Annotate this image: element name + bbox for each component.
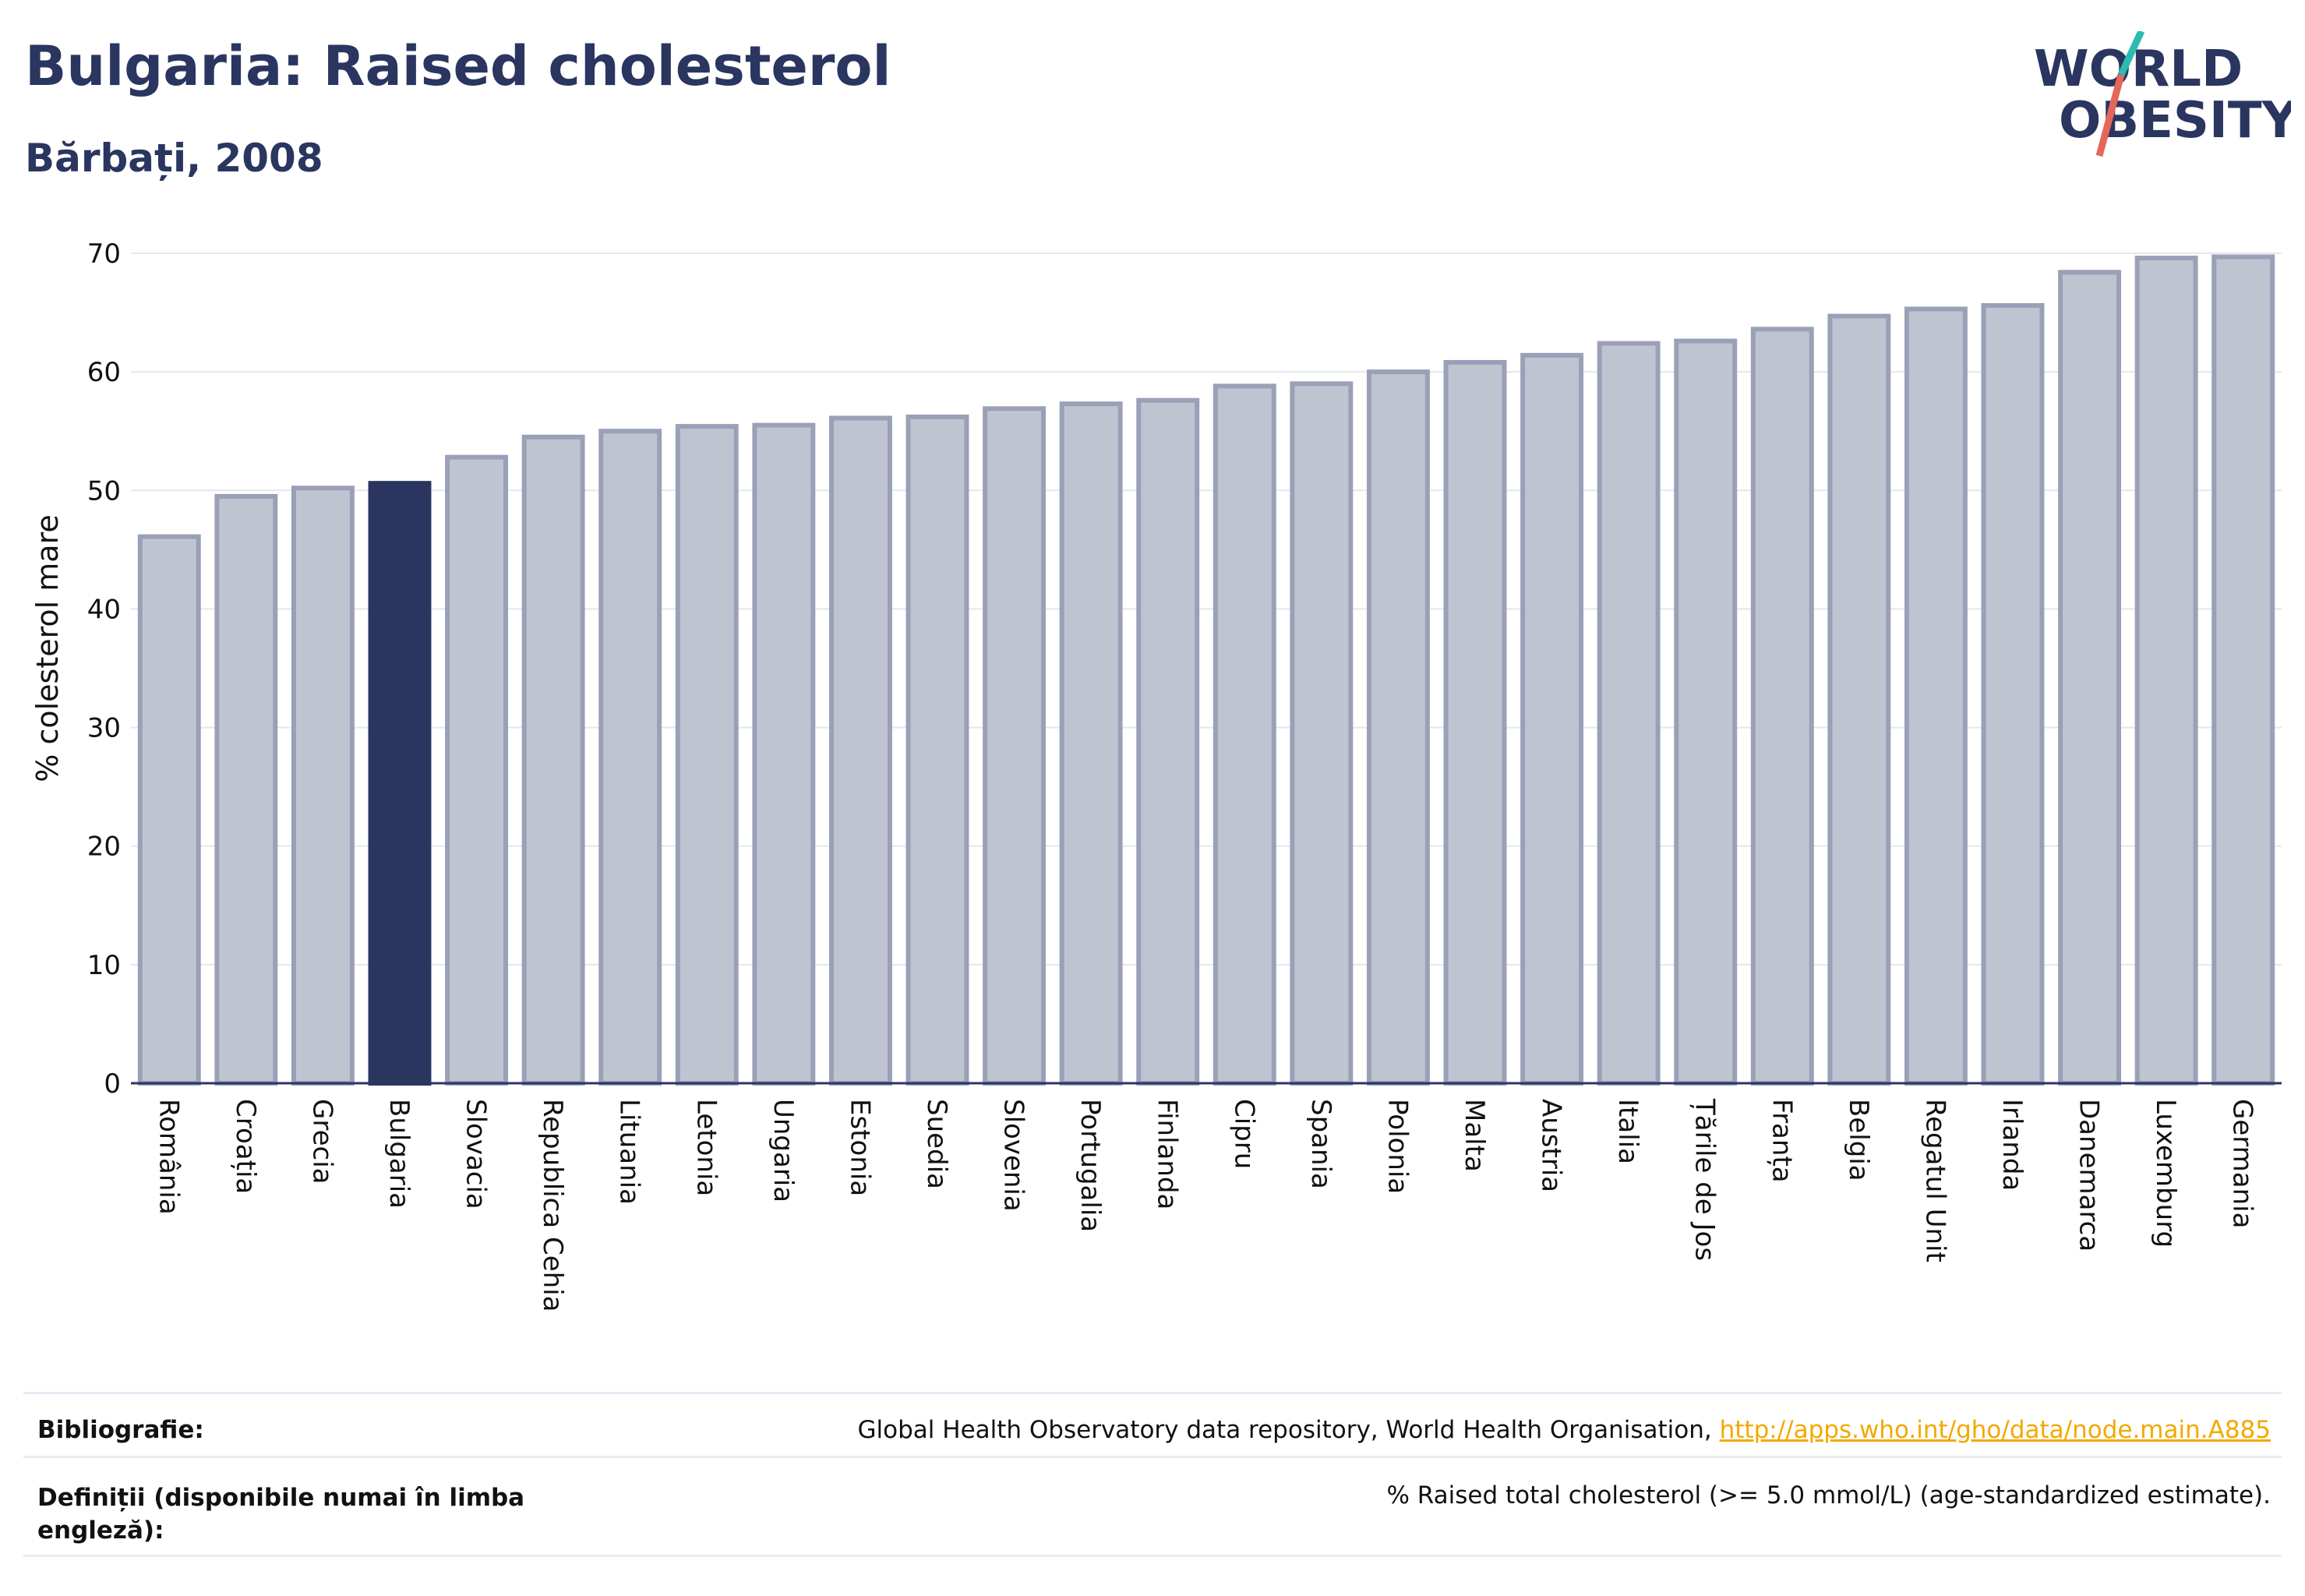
bar-republica-cehia: [521, 434, 585, 1086]
x-tick-label: Grecia: [306, 1099, 337, 1184]
y-tick-label: 10: [87, 950, 121, 981]
bar-slovacia: [445, 454, 509, 1086]
x-tick-label: Slovenia: [998, 1099, 1029, 1212]
definitions-value: % Raised total cholesterol (>= 5.0 mmol/…: [1386, 1481, 2271, 1509]
definitions-label: Definiții (disponibile numai în limba en…: [37, 1484, 525, 1545]
x-tick-label: Regatul Unit: [1919, 1099, 1950, 1262]
y-tick-label: 20: [87, 832, 121, 863]
x-tick-label: Austria: [1536, 1099, 1567, 1192]
x-tick-label: Belgia: [1843, 1099, 1874, 1181]
x-tick-label: Malta: [1459, 1099, 1490, 1172]
bar-luxemburg: [2134, 256, 2198, 1086]
bibliography-link[interactable]: http://apps.who.int/gho/data/node.main.A…: [1719, 1416, 2271, 1444]
bar-slovenia: [983, 406, 1047, 1086]
x-tick-label: Estonia: [844, 1099, 875, 1196]
bar-danemarca: [2058, 270, 2122, 1086]
x-tick-label: Letonia: [690, 1099, 722, 1196]
bar-suedia: [905, 414, 969, 1086]
y-tick-label: 0: [104, 1068, 121, 1100]
world-obesity-logo: WORLD OBESITY: [2034, 31, 2291, 157]
bar-finlanda: [1136, 397, 1200, 1086]
bibliography-label: Bibliografie:: [37, 1416, 204, 1444]
x-tick-label: Spania: [1305, 1099, 1336, 1189]
x-axis-labels: România Croația Grecia Bulgaria Slovacia Repu…: [153, 1098, 2257, 1312]
x-tick-label: Slovacia: [461, 1099, 492, 1209]
x-tick-label: Irlanda: [1996, 1099, 2028, 1191]
y-tick-label: 50: [87, 475, 121, 507]
definitions-row: Definiții (disponibile numai în limba en…: [23, 1456, 2282, 1557]
x-tick-label: Țările de Jos: [1689, 1098, 1721, 1261]
x-tick-label: Cipru: [1228, 1099, 1259, 1169]
page-subtitle: Bărbați, 2008: [25, 136, 323, 181]
x-tick-label: Republica Cehia: [537, 1099, 568, 1312]
bar-regatul-unit: [1904, 306, 1968, 1086]
logo-line2: OBESITY: [2059, 92, 2291, 150]
bar-spania: [1290, 381, 1354, 1086]
bar-irlanda: [1981, 302, 2045, 1086]
bibliography-row: Bibliografie: Global Health Observatory …: [23, 1392, 2282, 1458]
bars: [137, 254, 2275, 1086]
x-tick-label: Danemarca: [2074, 1099, 2105, 1252]
x-tick-label: Ungaria: [768, 1099, 799, 1202]
bar-portugalia: [1059, 401, 1123, 1086]
y-tick-label: 60: [87, 357, 121, 388]
y-axis-ticks: 0 10 20 30 40 50 60 70: [87, 238, 121, 1100]
x-tick-label: Lituania: [614, 1099, 645, 1205]
bibliography-text: Global Health Observatory data repositor…: [857, 1416, 1720, 1444]
x-tick-label: Suedia: [921, 1099, 952, 1189]
bar-croația: [214, 493, 278, 1086]
logo-line1: WORLD: [2034, 41, 2243, 98]
x-tick-label: Polonia: [1382, 1099, 1413, 1194]
bar-cipru: [1213, 383, 1276, 1086]
bar-malta: [1443, 359, 1507, 1086]
bar-estonia: [828, 415, 892, 1086]
x-tick-label: România: [153, 1099, 184, 1215]
x-tick-label: Portugalia: [1075, 1099, 1106, 1232]
page-title: Bulgaria: Raised cholesterol: [25, 34, 891, 98]
bibliography-value: Global Health Observatory data repositor…: [858, 1416, 2271, 1444]
x-tick-label: Croația: [230, 1099, 261, 1194]
bar-austria: [1520, 352, 1584, 1086]
bar-românia: [137, 534, 201, 1086]
bar-lituania: [598, 429, 662, 1086]
bar-letonia: [675, 424, 739, 1086]
x-tick-label: Italia: [1612, 1099, 1643, 1164]
bar-germania: [2211, 254, 2275, 1086]
bar-belgia: [1827, 313, 1891, 1086]
bar-grecia: [291, 486, 355, 1086]
bar-chart: 0 10 20 30 40 50 60 70 România Croația Grecia Bulg…: [30, 238, 2282, 1312]
x-tick-label: Franța: [1766, 1099, 1797, 1183]
bar-ungaria: [752, 422, 816, 1086]
y-axis-label: % colesterol mare: [30, 514, 65, 782]
x-tick-label: Luxemburg: [2150, 1099, 2181, 1248]
x-tick-label: Finlanda: [1152, 1099, 1183, 1209]
y-tick-label: 40: [87, 594, 121, 625]
bar-țările-de-jos: [1674, 338, 1738, 1086]
y-tick-label: 30: [87, 713, 121, 744]
y-tick-label: 70: [87, 238, 121, 270]
bar-polonia: [1366, 369, 1430, 1086]
x-tick-label: Bulgaria: [383, 1099, 415, 1209]
bar-bulgaria: [368, 481, 432, 1086]
x-tick-label: Germania: [2227, 1099, 2258, 1228]
bar-italia: [1597, 341, 1661, 1086]
bar-franța: [1750, 327, 1814, 1086]
